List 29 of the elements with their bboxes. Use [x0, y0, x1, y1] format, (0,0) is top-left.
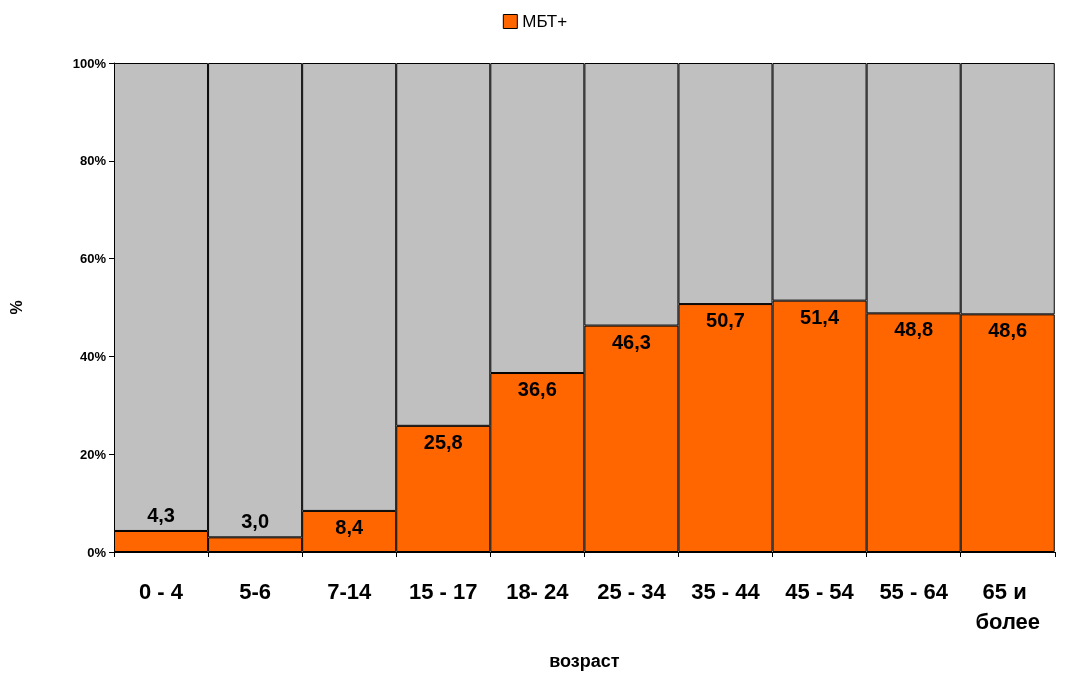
- x-tick-label: 7-14: [327, 578, 372, 604]
- x-tick-label: 35 - 44: [691, 578, 761, 604]
- data-label: 48,6: [988, 319, 1028, 342]
- y-axis-title: %: [7, 300, 25, 315]
- data-label: 51,4: [800, 305, 840, 328]
- data-label: 25,8: [423, 430, 463, 453]
- y-tick-label: 80%: [79, 153, 107, 169]
- x-tick-label: 15 - 17: [409, 578, 478, 604]
- y-tick-label: 40%: [79, 348, 107, 364]
- y-tick-label: 20%: [79, 446, 107, 462]
- x-tick-label: 25 - 34: [597, 578, 667, 604]
- data-label: 3,0: [241, 510, 270, 533]
- data-label: 36,6: [517, 378, 557, 401]
- data-label: 8,4: [335, 515, 364, 538]
- data-label: 4,3: [147, 503, 175, 526]
- legend-label: МБТ+: [522, 12, 568, 31]
- x-axis-title: возраст: [549, 651, 620, 671]
- data-label: 48,8: [894, 318, 934, 341]
- y-tick-label: 60%: [79, 251, 107, 267]
- x-tick-label: 55 - 64: [879, 578, 949, 604]
- data-label: 46,3: [611, 330, 651, 353]
- x-tick-label: 0 - 4: [139, 578, 184, 604]
- x-tick-label: 45 - 54: [785, 578, 855, 604]
- data-label: 50,7: [706, 309, 745, 332]
- y-tick-label: 0%: [87, 544, 107, 560]
- x-tick-label: 65 и более: [975, 578, 1041, 634]
- x-tick-label: 5-6: [239, 578, 272, 604]
- y-tick-label: 100%: [72, 55, 107, 71]
- x-tick-label: 18- 24: [506, 578, 570, 604]
